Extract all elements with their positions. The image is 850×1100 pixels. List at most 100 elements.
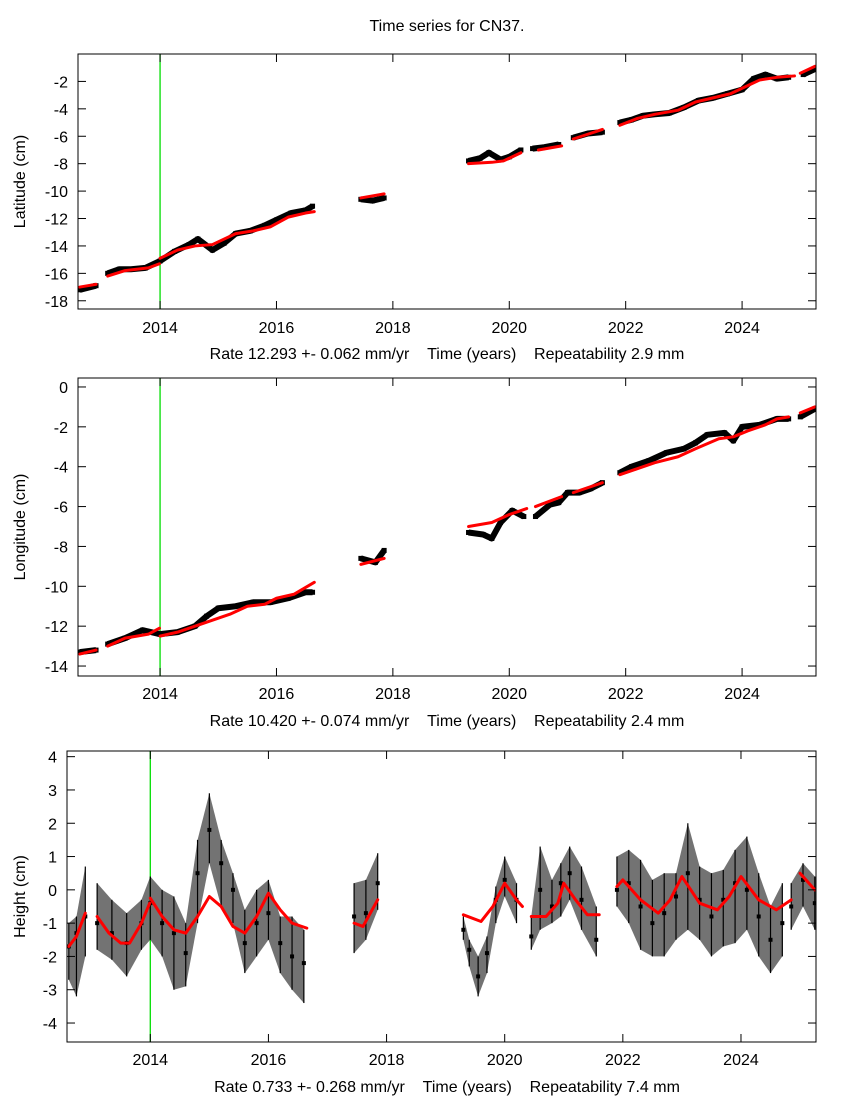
model-curve (67, 911, 87, 948)
y-tick-label: -8 (54, 539, 68, 556)
x-axis-label: Time (years) (409, 346, 516, 363)
y-tick-label: -6 (54, 129, 68, 146)
y-tick-label: -10 (45, 184, 68, 201)
observed-point (693, 440, 699, 446)
plot-frame (66, 750, 817, 1043)
observed-scatter-band (735, 836, 747, 944)
observed-scatter-band (280, 916, 293, 990)
model-curve (461, 881, 524, 923)
observed-point (704, 432, 710, 438)
observed-point (221, 240, 227, 246)
x-tick-label: 2016 (251, 1052, 287, 1069)
model-curve (615, 875, 793, 915)
y-tick-label: -16 (45, 266, 68, 283)
model-curve (95, 901, 152, 945)
x-tick-label: 2016 (259, 320, 295, 337)
y-tick-label: -10 (45, 579, 68, 596)
observed-point (116, 266, 122, 272)
x-axis-caption: Rate 12.293 +- 0.062 mm/yr Time (years) … (210, 346, 685, 363)
plot-area (78, 54, 816, 309)
observed-point (285, 595, 291, 601)
observed-scatter-band (640, 859, 653, 957)
observed-scatter-band (292, 916, 304, 1004)
observed-point (599, 129, 605, 135)
observed-point (663, 450, 669, 456)
x-axis-caption: Rate 0.733 +- 0.268 mm/yr Time (years) R… (214, 1079, 680, 1096)
observed-point (477, 155, 483, 161)
model-curve (798, 871, 816, 892)
repeatability-annotation: Repeatability 7.4 mm (512, 1079, 680, 1096)
observed-point (498, 520, 504, 526)
observed-segment (79, 282, 97, 293)
observed-segment (106, 203, 315, 277)
x-axis-caption: Rate 10.420 +- 0.074 mm/yr Time (years) … (210, 713, 685, 730)
observed-point (541, 144, 547, 150)
observed-scatter-band (791, 863, 804, 930)
observed-point (556, 141, 562, 147)
model-curve (536, 144, 564, 152)
observed-point (250, 599, 256, 605)
observed-scatter-band (770, 883, 783, 974)
observed-scatter-band (486, 886, 496, 974)
x-tick-label: 2024 (724, 320, 760, 337)
model-curve (359, 192, 386, 200)
observed-point (629, 464, 634, 470)
plot-area (67, 751, 816, 1042)
x-tick-label: 2024 (723, 1052, 759, 1069)
observed-point (233, 603, 239, 609)
model-curve (618, 74, 796, 127)
observed-point (370, 198, 376, 204)
observed-scatter-band (185, 839, 198, 987)
rate-annotation: Rate 0.733 +- 0.268 mm/yr (214, 1079, 405, 1096)
observed-point (617, 120, 623, 126)
y-tick-label: -3 (43, 983, 57, 1000)
x-tick-label: 2014 (142, 686, 178, 703)
model-curve (106, 262, 161, 278)
observed-point (381, 547, 387, 553)
observed-scatter-band (469, 939, 479, 997)
observed-point (556, 500, 562, 506)
observed-point (489, 535, 495, 541)
x-axis-label: Time (years) (405, 1079, 512, 1096)
observed-point (739, 424, 745, 430)
observed-point (530, 146, 536, 152)
y-tick-label: -1 (43, 916, 57, 933)
observed-scatter-band (76, 866, 86, 997)
x-tick-label: 2018 (375, 686, 411, 703)
model-curve (533, 495, 564, 509)
y-tick-label: -4 (54, 460, 68, 477)
y-tick-label: 1 (48, 850, 57, 867)
repeatability-annotation: Repeatability 2.9 mm (516, 346, 684, 363)
observed-point (466, 529, 472, 535)
observed-scatter-band (569, 846, 582, 930)
y-tick-label: -2 (54, 74, 68, 91)
observed-scatter-band (244, 889, 257, 974)
y-tick-label: -12 (45, 212, 68, 229)
observed-segment (106, 589, 313, 647)
x-tick-label: 2014 (142, 320, 178, 337)
model-curve (78, 282, 98, 289)
y-tick-label: 3 (48, 783, 57, 800)
panel-height: 2014 2016 2018 2020 2022 2024 -4 -3 -2 -1 0 1 2 3 4 Hei… (12, 750, 817, 1096)
observed-point (786, 416, 792, 422)
panel-latitude: 2014 2016 2018 2020 2022 2024 -18 -16 -14 -12 -10 -… (12, 53, 817, 363)
observed-scatter-band (162, 889, 174, 990)
model-curve (571, 127, 604, 141)
observed-point (303, 589, 309, 595)
model-curve (571, 481, 604, 495)
observed-point (509, 508, 515, 514)
observed-scatter-band (664, 873, 677, 957)
y-tick-label: -14 (45, 659, 68, 676)
observed-point (486, 150, 492, 156)
model-curve (158, 580, 316, 638)
observed-scatter-band (628, 849, 641, 950)
observed-point (564, 490, 570, 496)
x-tick-label: 2022 (608, 320, 644, 337)
model-curve (618, 415, 791, 477)
y-tick-label: -2 (43, 949, 57, 966)
y-axis-label: Latitude (cm) (12, 135, 29, 228)
observed-point (262, 222, 268, 228)
observed-point (812, 66, 816, 72)
x-tick-label: 2022 (605, 1052, 641, 1069)
